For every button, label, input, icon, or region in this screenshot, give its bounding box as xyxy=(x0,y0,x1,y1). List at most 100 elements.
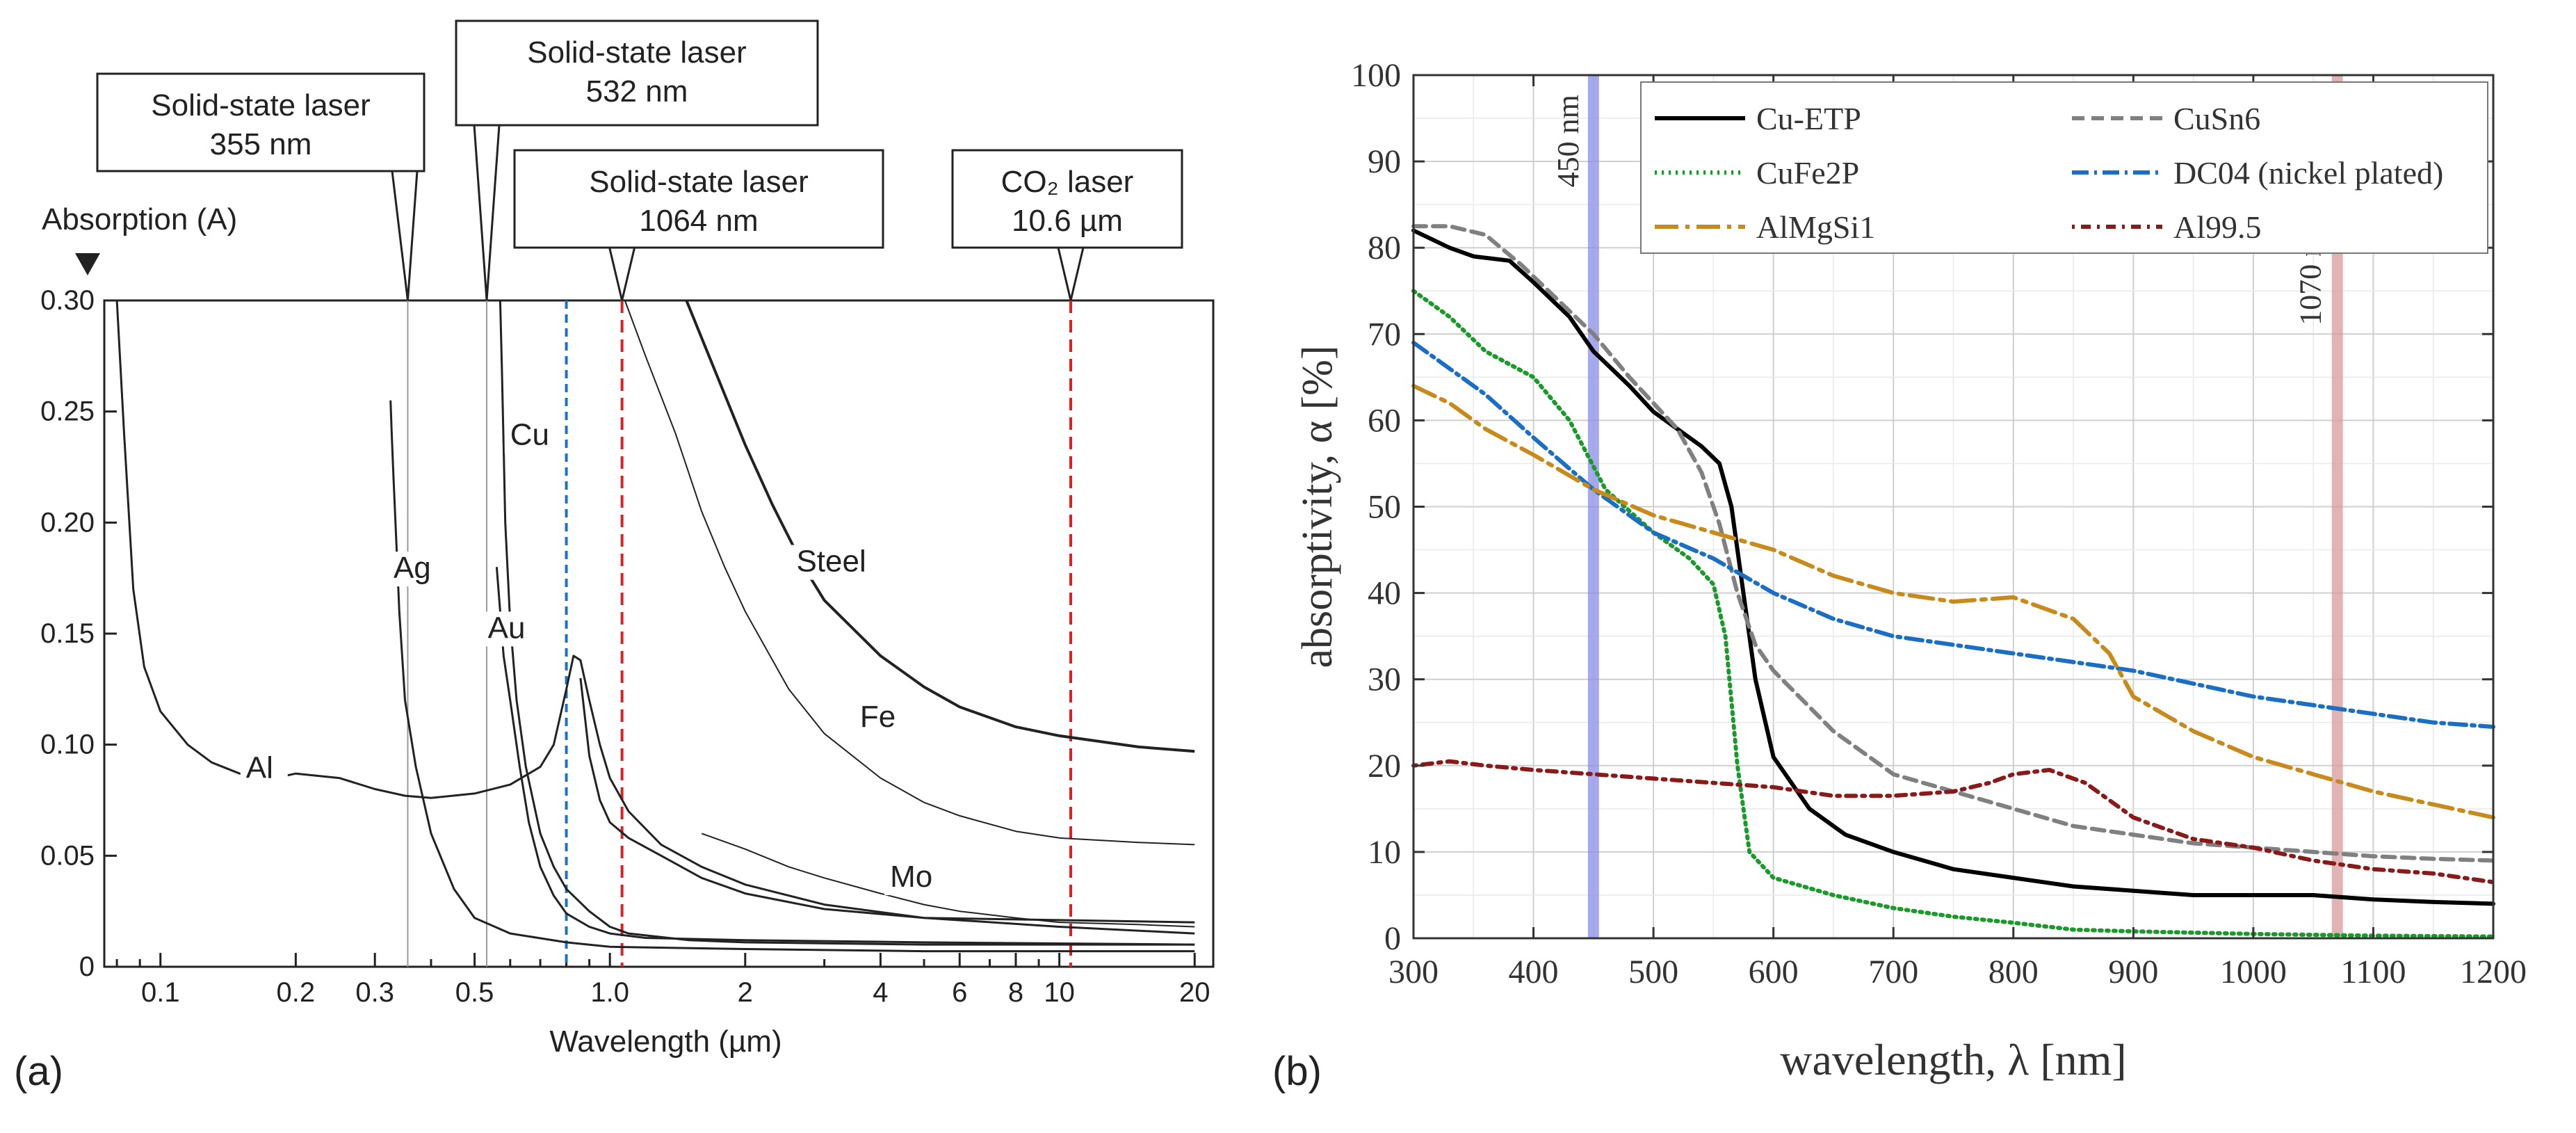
series-label-bg xyxy=(504,418,552,453)
legend-label-1: CuSn6 xyxy=(2173,101,2260,136)
series-curve-ag xyxy=(389,400,1195,953)
marker-label-450: 450 nm xyxy=(1551,95,1585,187)
series-label-al: Al xyxy=(246,751,273,785)
laser-callout-box-0 xyxy=(96,72,426,172)
series-label-bg xyxy=(240,751,288,787)
laser-callout-value-2: 1064 nm xyxy=(639,204,758,238)
series-label-cu: Cu xyxy=(510,418,549,452)
laser-callout-value-3: 10.6 µm xyxy=(1012,204,1123,238)
series-label-bg xyxy=(482,611,530,647)
x-tick-label-b: 300 xyxy=(1388,954,1439,990)
y-tick-label-b: 30 xyxy=(1368,661,1401,698)
laser-callout-value-1: 532 nm xyxy=(586,74,688,109)
y-tick-label-a: 0.25 xyxy=(40,396,95,427)
panel-label-a: (a) xyxy=(14,1049,63,1094)
legend-label-5: Al99.5 xyxy=(2173,209,2262,245)
series-label-ag: Ag xyxy=(394,551,431,585)
x-axis-label-b: wavelength, λ [nm] xyxy=(1780,1035,2126,1084)
y-tick-label-a: 0.10 xyxy=(40,730,95,760)
x-tick-label-b: 1100 xyxy=(2340,954,2406,990)
x-tick-label-b: 700 xyxy=(1868,954,1918,990)
y-axis-label-a: Absorption (A) xyxy=(42,202,237,236)
legend-box xyxy=(1640,81,2488,254)
laser-callout-pointer-1 xyxy=(473,124,501,301)
series-line-cusn6 xyxy=(1411,224,2495,863)
y-tick-label-b: 40 xyxy=(1368,575,1401,612)
y-tick-label-b: 90 xyxy=(1368,143,1401,180)
series-curve-unlabeled xyxy=(579,677,1195,924)
series-label-bg xyxy=(884,860,932,896)
x-tick-label-a: 10 xyxy=(1044,977,1075,1008)
legend-label-0: Cu-ETP xyxy=(1756,101,1861,136)
series-curve-au xyxy=(495,567,1195,946)
series-label-steel: Steel xyxy=(796,545,866,579)
plot-frame-a xyxy=(103,299,1215,968)
x-tick-label-a: 6 xyxy=(952,977,967,1008)
laser-callout-title-1: Solid-state laser xyxy=(527,35,746,70)
panel-a-chart: 0 0.05 0.10 0.15 0.20 0.25 0.30 0.1 0.2 0.3 0.5 1.0… xyxy=(14,19,1215,1094)
legend-label-4: AlMgSi1 xyxy=(1756,209,1875,245)
y-tick-label-b: 80 xyxy=(1368,230,1401,266)
x-tick-label-b: 900 xyxy=(2108,954,2158,990)
x-tick-label-b: 600 xyxy=(1749,954,1799,990)
y-tick-label-a: 0.15 xyxy=(40,618,95,649)
series-line-cu-etp xyxy=(1411,228,2495,906)
laser-callout-box-2 xyxy=(513,149,884,249)
x-tick-label-b: 800 xyxy=(1988,954,2039,990)
y-tick-label-b: 20 xyxy=(1368,748,1401,785)
x-tick-label-b: 500 xyxy=(1628,954,1678,990)
series-label-mo: Mo xyxy=(890,860,932,894)
x-tick-label-a: 0.2 xyxy=(277,977,316,1008)
series-line-al99-5 xyxy=(1411,759,2495,885)
y-axis-label-b: absorptivity, α [%] xyxy=(1294,345,1341,668)
y-tick-label-a: 0 xyxy=(79,951,95,982)
y-tick-label-b: 70 xyxy=(1368,316,1401,353)
series-label-fe: Fe xyxy=(860,700,896,734)
laser-callout-title-3: CO₂ laser xyxy=(1001,165,1134,199)
x-tick-label-a: 20 xyxy=(1179,977,1210,1008)
x-tick-label-a: 2 xyxy=(738,977,753,1008)
x-tick-label-a: 0.3 xyxy=(355,977,394,1008)
x-tick-label-b: 1200 xyxy=(2460,954,2527,990)
laser-callout-value-0: 355 nm xyxy=(210,127,312,161)
x-tick-label-b: 1000 xyxy=(2220,954,2287,990)
y-tick-label-b: 60 xyxy=(1368,402,1401,439)
series-line-cufe2p xyxy=(1411,289,2495,939)
series-label-bg xyxy=(854,700,902,736)
y-tick-label-b: 0 xyxy=(1384,920,1401,957)
laser-callout-pointer-0 xyxy=(391,170,419,301)
series-curve-al xyxy=(115,300,1195,935)
series-line-almgsi1 xyxy=(1411,383,2495,820)
series-curve-steel xyxy=(685,300,1195,753)
laser-callout-pointer-2 xyxy=(608,247,636,301)
x-axis-label-a: Wavelength (µm) xyxy=(549,1024,781,1059)
x-tick-label-b: 400 xyxy=(1509,954,1559,990)
x-tick-label-a: 4 xyxy=(873,977,888,1008)
laser-callout-box-1 xyxy=(455,19,819,127)
series-curve-mo xyxy=(701,833,1195,928)
wavelength-marker-0 xyxy=(1587,75,1599,938)
x-tick-label-a: 8 xyxy=(1008,977,1023,1008)
legend-label-3: DC04 (nickel plated) xyxy=(2173,155,2443,191)
y-axis-arrow-icon xyxy=(75,253,100,275)
laser-callout-pointer-3 xyxy=(1057,247,1085,301)
y-tick-label-b: 50 xyxy=(1368,489,1401,526)
series-curve-fe xyxy=(624,300,1195,846)
laser-callout-box-3 xyxy=(951,149,1183,249)
y-tick-label-b: 100 xyxy=(1351,57,1401,94)
legend-label-2: CuFe2P xyxy=(1756,155,1859,191)
x-tick-label-a: 1.0 xyxy=(590,977,629,1008)
x-tick-label-a: 0.5 xyxy=(455,977,494,1008)
series-label-bg xyxy=(387,552,435,587)
series-label-bg xyxy=(791,545,893,580)
y-tick-label-a: 0.20 xyxy=(40,507,95,538)
laser-callout-title-2: Solid-state laser xyxy=(589,165,808,199)
panel-label-b: (b) xyxy=(1272,1049,1322,1094)
series-line-dc04-nickel-plated- xyxy=(1411,340,2495,729)
y-tick-label-a: 0.30 xyxy=(40,285,95,316)
series-label-au: Au xyxy=(488,611,526,645)
y-tick-label-a: 0.05 xyxy=(40,840,95,871)
series-curve-cu xyxy=(499,300,1195,946)
